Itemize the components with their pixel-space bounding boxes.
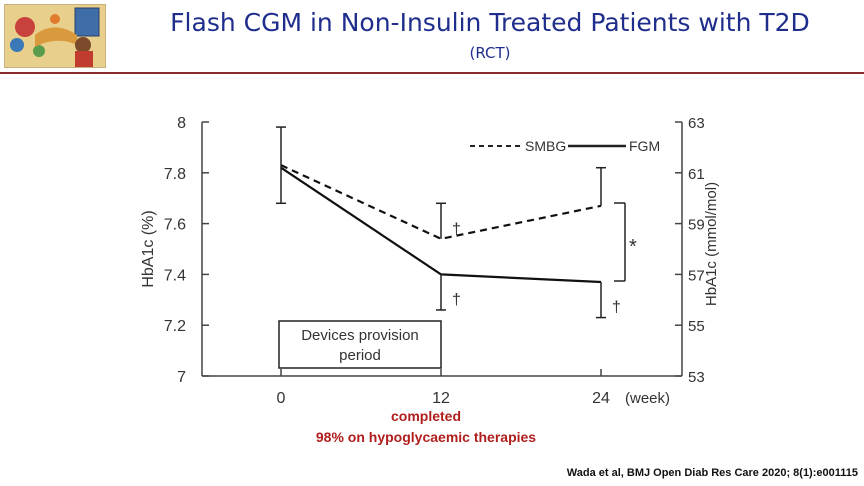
right-tick-label: 53 — [688, 369, 705, 386]
legend-smbg-label: SMBG — [525, 138, 566, 154]
title-divider — [0, 72, 864, 74]
dagger-mark: † — [452, 221, 461, 238]
right-tick-group: 63 61 59 57 55 53 — [675, 115, 705, 386]
x-tick-label: 24 — [592, 390, 610, 407]
left-tick-label: 7.4 — [164, 267, 186, 284]
right-tick-label: 57 — [688, 267, 705, 284]
x-tick-label: 12 — [432, 390, 450, 407]
dagger-mark: † — [452, 291, 461, 308]
left-tick-label: 8 — [177, 115, 186, 132]
x-tick-label: 0 — [277, 390, 286, 407]
significance-bracket: * — [614, 202, 637, 282]
x-tick-group: 0 12 24 — [277, 369, 610, 407]
annotation-rect — [278, 320, 442, 369]
left-tick-label: 7.8 — [164, 166, 186, 183]
left-tick-group: 8 7.8 7.6 7.4 7.2 7 — [164, 115, 209, 386]
legend: SMBG FGM — [470, 138, 660, 154]
left-tick-label: 7.2 — [164, 318, 186, 335]
significance-star: * — [629, 236, 637, 258]
annotation-line-1: Devices provision — [301, 327, 419, 344]
right-tick-label: 61 — [688, 166, 705, 183]
logo-image — [4, 4, 106, 68]
annotation-box: Devices provision period — [278, 320, 442, 369]
y-axis-label-right: HbA1c (mmol/mol) — [703, 182, 720, 306]
y-axis-label: HbA1c (%) — [140, 210, 157, 287]
right-tick-label: 63 — [688, 115, 705, 132]
dagger-mark: † — [612, 299, 621, 316]
slide-title: Flash CGM in Non-Insulin Treated Patient… — [170, 8, 810, 37]
right-tick-label: 59 — [688, 217, 705, 234]
right-tick-label: 55 — [688, 318, 705, 335]
legend-fgm-label: FGM — [629, 138, 660, 154]
slide-subtitle: (RCT) — [469, 44, 511, 62]
left-tick-label: 7.6 — [164, 217, 186, 234]
plot-frame — [201, 122, 683, 377]
series-group: † † † — [276, 126, 621, 319]
note-therapies: 98% on hypoglycaemic therapies — [316, 429, 536, 445]
citation: Wada et al, BMJ Open Diab Res Care 2020;… — [566, 467, 858, 479]
left-tick-label: 7 — [177, 369, 186, 386]
annotation-line-2: period — [339, 347, 381, 364]
note-completed: completed — [391, 408, 461, 424]
x-unit-label: (week) — [625, 390, 670, 407]
